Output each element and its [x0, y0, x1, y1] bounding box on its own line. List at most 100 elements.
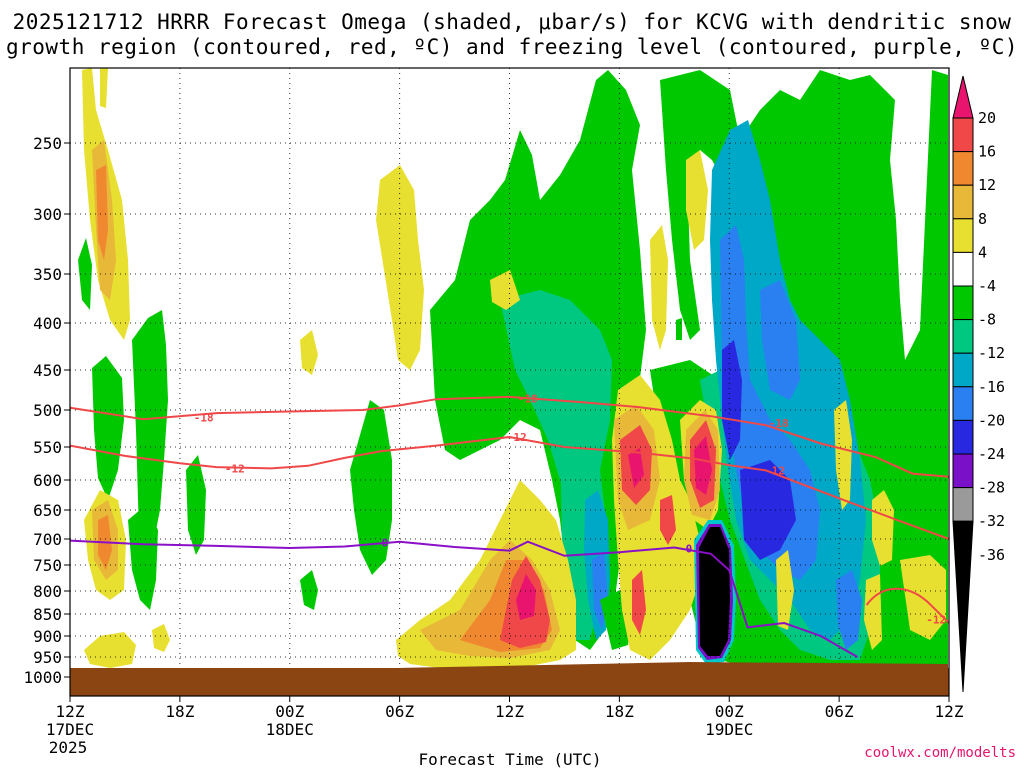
omega-region-yellow [776, 550, 794, 630]
contour-label: 0 [382, 537, 389, 550]
colorbar-label: 20 [978, 109, 996, 127]
colorbar-swatch [952, 285, 974, 321]
colorbar-label: -20 [978, 411, 1005, 429]
omega-region-orange [96, 165, 108, 260]
colorbar-label: -28 [978, 479, 1005, 497]
omega-region-yellow [686, 150, 708, 250]
colorbar-label: -32 [978, 512, 1005, 530]
omega-region-yellow [152, 624, 170, 652]
y-tick-label: 400 [33, 314, 62, 333]
colorbar-swatch [952, 487, 974, 522]
y-tick-label: 750 [33, 556, 62, 575]
omega-region-magenta [628, 448, 644, 488]
colorbar-label: -36 [978, 546, 1005, 564]
chart-title-line-1: 2025121712 HRRR Forecast Omega (shaded, … [13, 10, 1012, 34]
colorbar-swatch [952, 251, 974, 287]
colorbar: 20 16 12 8 4 -4 -8 -12 -16 -20 -24 -28 -32 -36 [952, 75, 1005, 693]
omega-region-magenta [694, 436, 712, 495]
y-tick-label: 350 [33, 265, 62, 284]
omega-region-yellow [864, 574, 882, 650]
contour-minus12-secondary [865, 587, 949, 624]
omega-region-yellow [872, 490, 894, 566]
omega-region-yellow [650, 225, 668, 350]
colorbar-swatch [952, 184, 974, 220]
omega-region-green [92, 356, 124, 500]
omega-region-yellow [834, 400, 852, 510]
colorbar-label: -8 [978, 311, 996, 329]
colorbar-swatch [952, 419, 974, 455]
colorbar-swatch [952, 218, 974, 253]
omega-region-yellow [84, 632, 136, 668]
omega-region-blue [836, 570, 862, 650]
omega-region-green [676, 318, 682, 340]
colorbar-label: 12 [978, 176, 996, 194]
contour-label: -18 [194, 412, 214, 425]
y-tick-label: 250 [33, 134, 62, 153]
y-tick-label: 550 [33, 438, 62, 457]
omega-region-magenta [516, 574, 536, 620]
watermark-text[interactable]: coolwx.com/modelts [864, 745, 1016, 761]
y-tick-label: 450 [33, 361, 62, 380]
contour-label: -18 [769, 417, 789, 430]
chart-title-line-2: growth region (contoured, red, ºC) and f… [6, 35, 1018, 59]
omega-region-yellow [300, 330, 318, 375]
x-tick-label: 12Z [56, 702, 85, 721]
x-tick-label: 00Z [715, 702, 744, 721]
omega-region-green [300, 570, 318, 610]
contour-lines [70, 395, 949, 658]
contour-label: -18 [518, 392, 538, 405]
colorbar-label: 8 [978, 210, 987, 228]
omega-shading [78, 68, 948, 690]
contour-label: -12 [507, 431, 527, 444]
contour-minus12 [70, 435, 949, 540]
colorbar-label: -12 [978, 344, 1005, 362]
ground-terrain [70, 668, 949, 696]
colorbar-label: 16 [978, 143, 996, 161]
y-tick-label: 700 [33, 530, 62, 549]
x-tick-label: 12Z [935, 702, 964, 721]
contour-label: 0 [686, 543, 693, 556]
contour-label: -12 [225, 462, 245, 475]
x-tick-label: 06Z [385, 702, 414, 721]
ground-terrain-edge [396, 662, 948, 670]
y-tick-label: 300 [33, 205, 62, 224]
colorbar-label: -24 [978, 445, 1005, 463]
omega-region-darkblue [740, 460, 796, 560]
x-tick-label: 18Z [605, 702, 634, 721]
contour-freezing-level [70, 539, 858, 658]
colorbar-label: -4 [978, 277, 996, 295]
y-tick-label: 950 [33, 648, 62, 667]
colorbar-swatch [952, 386, 974, 421]
omega-region-green [350, 400, 392, 575]
x-tick-year-label: 2025 [49, 738, 88, 757]
omega-region-yellow [376, 165, 424, 370]
colorbar-label: -16 [978, 378, 1005, 396]
x-tick-date-label: 18DEC [266, 720, 314, 739]
colorbar-swatch [952, 453, 974, 489]
y-tick-label: 850 [33, 605, 62, 624]
colorbar-swatch [952, 151, 974, 186]
y-tick-label: 800 [33, 582, 62, 601]
omega-region-red [660, 495, 676, 545]
x-tick-label: 06Z [825, 702, 854, 721]
contour-label: -12 [765, 464, 785, 477]
y-axis: 250 300 350 400 450 500 550 600 650 700 750 800 850 9… [23, 134, 70, 687]
colorbar-swatch [952, 319, 974, 354]
x-tick-label: 12Z [495, 702, 524, 721]
y-tick-label: 600 [33, 471, 62, 490]
x-axis-label: Forecast Time (UTC) [418, 750, 601, 768]
x-tick-label: 18Z [165, 702, 194, 721]
colorbar-swatch [952, 117, 974, 153]
y-tick-label: 650 [33, 501, 62, 520]
omega-region-green [128, 505, 158, 610]
y-tick-label: 900 [33, 627, 62, 646]
contour-minus18 [70, 395, 949, 478]
plot-area: -18 -18 -18 -12 -12 -12 -12 0 0 [70, 68, 949, 696]
omega-region-darkblue [722, 340, 742, 460]
contour-labels: -18 -18 -18 -12 -12 -12 -12 0 0 [194, 392, 946, 626]
omega-region-yellow [100, 68, 108, 108]
colorbar-swatch [952, 352, 974, 388]
x-tick-date-label: 19DEC [705, 720, 753, 739]
